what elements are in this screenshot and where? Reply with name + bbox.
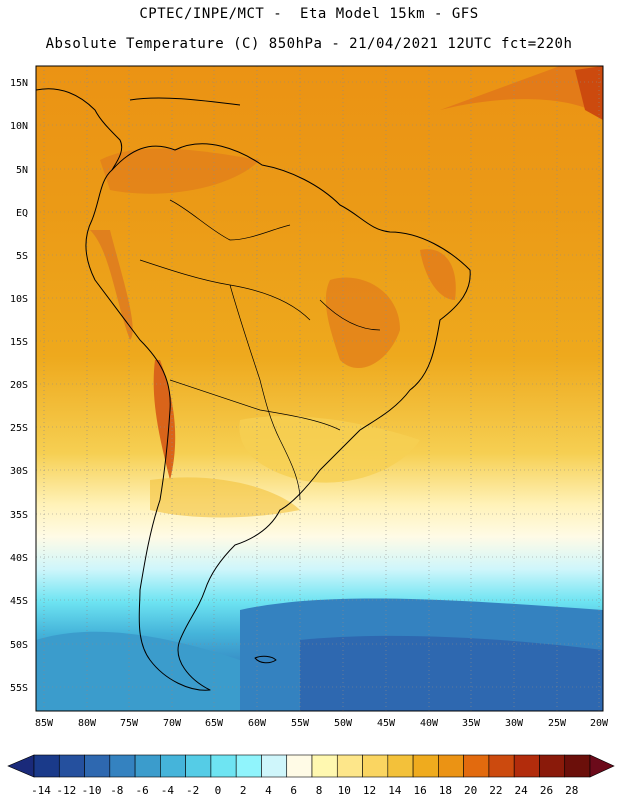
lat-label: 5N <box>16 165 28 176</box>
colorbar-swatch <box>564 754 591 778</box>
colorbar-swatch <box>134 754 161 778</box>
latitude-labels: 15N 10N 5N EQ 5S 10S 15S 20S 25S 30S 35S… <box>10 78 28 694</box>
colorbar-label: 26 <box>540 784 553 797</box>
colorbar-label: 20 <box>464 784 477 797</box>
lat-label: 5S <box>16 251 28 262</box>
colorbar-label: 12 <box>363 784 376 797</box>
colorbar-label: -8 <box>110 784 123 797</box>
colorbar-label: -2 <box>186 784 199 797</box>
lon-label: 80W <box>78 718 97 729</box>
lat-label: 40S <box>10 553 28 564</box>
colorbar-swatch <box>539 754 566 778</box>
lon-label: 30W <box>505 718 524 729</box>
lat-label: 10N <box>10 121 28 132</box>
colorbar-label: 8 <box>316 784 323 797</box>
central-america-coastline <box>36 88 123 171</box>
lat-label: 35S <box>10 510 28 521</box>
colorbar-label: -6 <box>135 784 148 797</box>
lat-label: 15N <box>10 78 28 89</box>
colorbar-swatch <box>160 754 186 778</box>
lon-label: 65W <box>205 718 224 729</box>
colorbar-label: 2 <box>240 784 247 797</box>
lon-label: 60W <box>248 718 267 729</box>
colorbar-swatch <box>261 754 288 778</box>
colorbar-label: 10 <box>338 784 351 797</box>
title-line-2: Absolute Temperature (C) 850hPa - 21/04/… <box>45 36 573 52</box>
colorbar-label: 14 <box>388 784 402 797</box>
lon-label: 55W <box>291 718 310 729</box>
colorbar-swatch <box>286 754 313 778</box>
lon-label: 70W <box>163 718 182 729</box>
colorbar-swatch <box>412 754 439 778</box>
colorbar-swatch <box>235 754 262 778</box>
colorbar-label: 28 <box>565 784 578 797</box>
temperature-field <box>36 66 603 711</box>
colorbar-swatch <box>513 754 540 778</box>
lat-label: 45S <box>10 596 28 607</box>
lon-label: 20W <box>590 718 609 729</box>
colorbar: -14 -12 -10 -8 -6 -4 -2 0 2 4 6 8 10 12 14 16 18 20 22 24 26… <box>7 754 615 797</box>
falklands <box>254 655 277 664</box>
map-frame <box>35 65 604 712</box>
colorbar-swatch <box>438 754 464 778</box>
title-line-1: CPTEC/INPE/MCT - Eta Model 15km - GFS <box>139 6 479 22</box>
lon-label: 75W <box>120 718 139 729</box>
colorbar-label: 18 <box>439 784 452 797</box>
lon-label: 25W <box>548 718 567 729</box>
colorbar-label: 6 <box>290 784 297 797</box>
lat-label: 20S <box>10 380 28 391</box>
colorbar-label: -4 <box>161 784 175 797</box>
colorbar-label: -12 <box>56 784 76 797</box>
colorbar-swatch <box>33 754 60 778</box>
coastlines <box>36 88 471 691</box>
lat-label: 30S <box>10 466 28 477</box>
colorbar-label: 24 <box>515 784 529 797</box>
lon-label: 35W <box>462 718 481 729</box>
lat-label: 10S <box>10 294 28 305</box>
south-america-coastline <box>85 143 471 691</box>
colorbar-label: 22 <box>489 784 502 797</box>
colorbar-swatch <box>311 754 338 778</box>
lat-label: 25S <box>10 423 28 434</box>
lat-label: EQ <box>16 208 28 219</box>
colorbar-swatch <box>84 754 111 778</box>
graticule <box>36 66 603 711</box>
colorbar-swatch <box>210 754 237 778</box>
colorbar-label: -14 <box>31 784 51 797</box>
colorbar-label: -10 <box>82 784 102 797</box>
colorbar-over-arrow <box>589 754 615 778</box>
country-borders <box>139 199 381 501</box>
colorbar-swatch <box>109 754 136 778</box>
longitude-labels: 85W 80W 75W 70W 65W 60W 55W 50W 45W 40W … <box>35 718 609 729</box>
colorbar-swatch <box>463 754 490 778</box>
caribbean-coastline <box>129 97 241 106</box>
lon-label: 50W <box>334 718 353 729</box>
colorbar-under-arrow <box>7 754 35 778</box>
lon-label: 40W <box>420 718 439 729</box>
colorbar-swatch <box>488 754 515 778</box>
lon-label: 45W <box>377 718 396 729</box>
lon-label: 85W <box>35 718 54 729</box>
colorbar-label: 16 <box>413 784 426 797</box>
lat-label: 50S <box>10 640 28 651</box>
colorbar-label: 4 <box>265 784 272 797</box>
colorbar-swatch <box>185 754 212 778</box>
colorbar-swatch <box>362 754 389 778</box>
lat-label: 15S <box>10 337 28 348</box>
colorbar-swatch <box>387 754 414 778</box>
colorbar-swatch <box>336 754 363 778</box>
colorbar-label: 0 <box>215 784 222 797</box>
lat-label: 55S <box>10 683 28 694</box>
colorbar-swatch <box>58 754 85 778</box>
